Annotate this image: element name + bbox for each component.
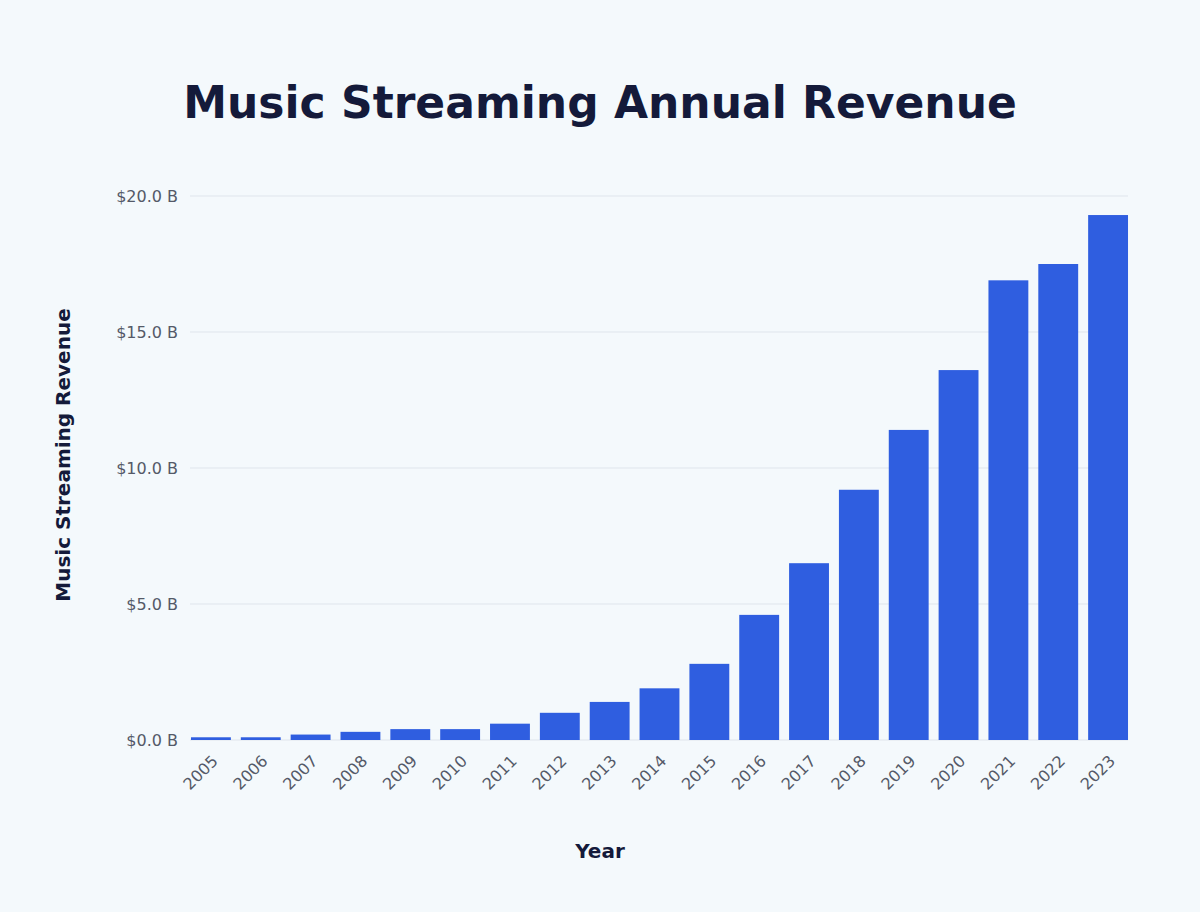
bar <box>789 563 829 740</box>
x-tick-label: 2018 <box>827 751 869 793</box>
x-axis-label: Year <box>574 839 625 863</box>
y-tick-label: $20.0 B <box>116 187 178 206</box>
y-tick-label: $10.0 B <box>116 459 178 478</box>
bars <box>191 215 1128 740</box>
bar <box>490 724 530 740</box>
bar <box>988 280 1028 740</box>
bar <box>889 430 929 740</box>
x-tick-label: 2019 <box>877 751 919 793</box>
bar <box>1038 264 1078 740</box>
bar <box>739 615 779 740</box>
x-tick-label: 2017 <box>778 751 820 793</box>
x-tick-label: 2006 <box>229 751 271 793</box>
x-tick-label: 2012 <box>528 751 570 793</box>
bar <box>241 737 281 740</box>
bar <box>939 370 979 740</box>
bar <box>839 490 879 740</box>
bar <box>390 729 430 740</box>
y-tick-label: $15.0 B <box>116 323 178 342</box>
y-axis-label: Music Streaming Revenue <box>51 308 75 601</box>
chart-title: Music Streaming Annual Revenue <box>183 77 1017 128</box>
bar <box>291 735 331 740</box>
x-tick-label: 2009 <box>379 751 421 793</box>
bar <box>191 737 231 740</box>
bar <box>540 713 580 740</box>
x-tick-label: 2008 <box>329 751 371 793</box>
bar <box>590 702 630 740</box>
x-tick-label: 2010 <box>429 751 471 793</box>
grid-line <box>190 196 1128 197</box>
y-tick-label: $0.0 B <box>126 731 178 750</box>
grid-line <box>190 468 1128 469</box>
bar <box>440 729 480 740</box>
x-tick-label: 2023 <box>1077 751 1119 793</box>
chart-container: Music Streaming Annual Revenue $0.0 B $5.0… <box>0 0 1200 912</box>
bar <box>341 732 381 740</box>
x-tick-label: 2016 <box>728 751 770 793</box>
x-tick-label: 2007 <box>279 751 321 793</box>
x-tick-label: 2022 <box>1027 751 1069 793</box>
background <box>0 0 1200 912</box>
chart-svg: Music Streaming Annual Revenue $0.0 B $5.0… <box>0 0 1200 912</box>
x-tick-label: 2015 <box>678 751 720 793</box>
x-tick-label: 2011 <box>479 751 521 793</box>
x-tick-label: 2013 <box>578 751 620 793</box>
grid-line <box>190 332 1128 333</box>
y-tick-label: $5.0 B <box>126 595 178 614</box>
x-tick-label: 2014 <box>628 751 670 793</box>
bar <box>689 664 729 740</box>
bar <box>640 688 680 740</box>
x-tick-label: 2021 <box>977 751 1019 793</box>
grid-line <box>190 604 1128 605</box>
x-tick-label: 2005 <box>180 751 222 793</box>
x-tick-label: 2020 <box>927 751 969 793</box>
bar <box>1088 215 1128 740</box>
